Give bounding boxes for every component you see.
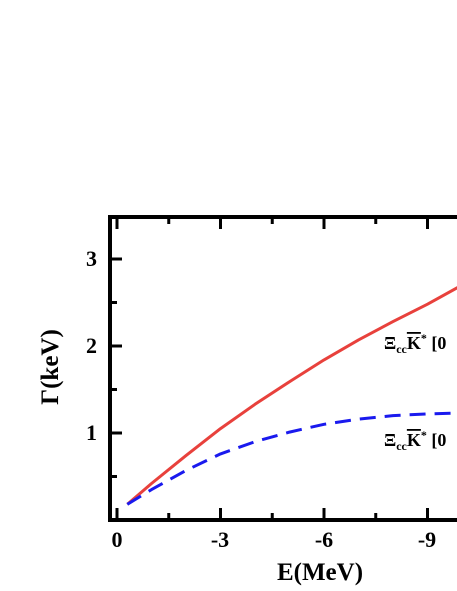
x-axis-label: E(MeV) bbox=[277, 559, 363, 586]
annotation-dashed-sup: * bbox=[421, 428, 427, 442]
annotation-dashed-main: Ξ bbox=[384, 430, 396, 450]
series-line-1 bbox=[126, 411, 457, 506]
annotation-dashed-bar: K bbox=[407, 430, 421, 450]
annotation-solid-bar: K bbox=[407, 333, 421, 353]
annotation-dashed-tail: [0 bbox=[427, 430, 447, 450]
y-ticks bbox=[110, 257, 122, 478]
x-tick-label-2: -6 bbox=[315, 527, 333, 552]
y-axis-label: Γ(keV) bbox=[37, 329, 64, 405]
annotation-solid-sub: cc bbox=[396, 342, 407, 356]
x-tick-label-1: -3 bbox=[211, 527, 229, 552]
annotation-solid-sup: * bbox=[421, 331, 427, 345]
annotation-solid-tail: [0 bbox=[427, 333, 447, 353]
annotation-dashed-sub: cc bbox=[396, 439, 407, 453]
annotation-solid-main: Ξ bbox=[384, 333, 396, 353]
series-line-0 bbox=[126, 286, 457, 506]
x-tick-label-0: 0 bbox=[112, 527, 123, 552]
series-group bbox=[126, 286, 457, 506]
y-tick-label-2: 2 bbox=[86, 333, 97, 358]
y-tick-label-3: 3 bbox=[86, 246, 97, 271]
y-tick-label-1: 1 bbox=[86, 420, 97, 445]
annotation-dashed-series: ΞccK* [0 bbox=[384, 428, 446, 453]
x-tick-label-3: -9 bbox=[418, 527, 436, 552]
annotation-solid-series: ΞccK* [0 bbox=[384, 331, 446, 356]
x-ticks bbox=[115, 217, 429, 520]
